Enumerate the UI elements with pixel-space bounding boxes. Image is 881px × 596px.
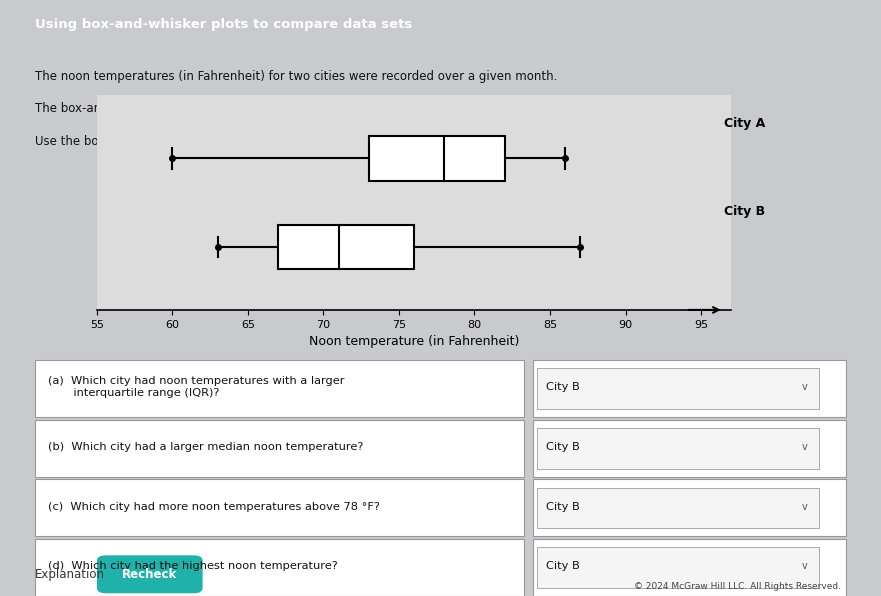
Text: v: v [802,501,808,511]
FancyBboxPatch shape [533,420,846,477]
Text: The box-and-whisker plots below (sometimes called boxplots) summarize the noon t: The box-and-whisker plots below (sometim… [35,103,691,116]
Text: City B: City B [546,561,580,571]
Text: (d)  Which city had the highest noon temperature?: (d) Which city had the highest noon temp… [48,561,338,571]
Text: City B: City B [546,501,580,511]
FancyBboxPatch shape [35,420,524,477]
Text: City A: City A [723,117,765,129]
FancyBboxPatch shape [35,360,524,417]
Text: The noon temperatures (in Fahrenheit) for two cities were recorded over a given : The noon temperatures (in Fahrenheit) fo… [35,70,558,83]
Text: (a)  Which city had noon temperatures with a larger
       interquartile range (: (a) Which city had noon temperatures wit… [48,377,345,398]
FancyBboxPatch shape [537,547,819,588]
Text: City B: City B [546,442,580,452]
FancyBboxPatch shape [35,539,524,596]
FancyBboxPatch shape [537,428,819,468]
Text: Recheck: Recheck [122,568,177,581]
Text: v: v [802,442,808,452]
Text: © 2024 McGraw Hill LLC. All Rights Reserved.: © 2024 McGraw Hill LLC. All Rights Reser… [634,582,841,591]
Text: v: v [802,561,808,571]
FancyBboxPatch shape [97,555,203,593]
Text: Use the box-and-whisker plots to answer the questions.: Use the box-and-whisker plots to answer … [35,135,365,148]
Text: City B: City B [723,205,765,218]
FancyBboxPatch shape [533,539,846,596]
FancyBboxPatch shape [533,360,846,417]
FancyBboxPatch shape [35,479,524,536]
FancyBboxPatch shape [533,479,846,536]
FancyBboxPatch shape [537,488,819,528]
Text: Explanation: Explanation [35,568,105,581]
Text: (b)  Which city had a larger median noon temperature?: (b) Which city had a larger median noon … [48,442,364,452]
X-axis label: Noon temperature (in Fahrenheit): Noon temperature (in Fahrenheit) [309,335,519,348]
FancyBboxPatch shape [537,368,819,409]
FancyBboxPatch shape [369,136,505,181]
Text: Using box-and-whisker plots to compare data sets: Using box-and-whisker plots to compare d… [35,18,412,30]
Text: (c)  Which city had more noon temperatures above 78 °F?: (c) Which city had more noon temperature… [48,501,381,511]
FancyBboxPatch shape [278,225,414,269]
Text: City B: City B [546,382,580,392]
Text: v: v [802,382,808,392]
